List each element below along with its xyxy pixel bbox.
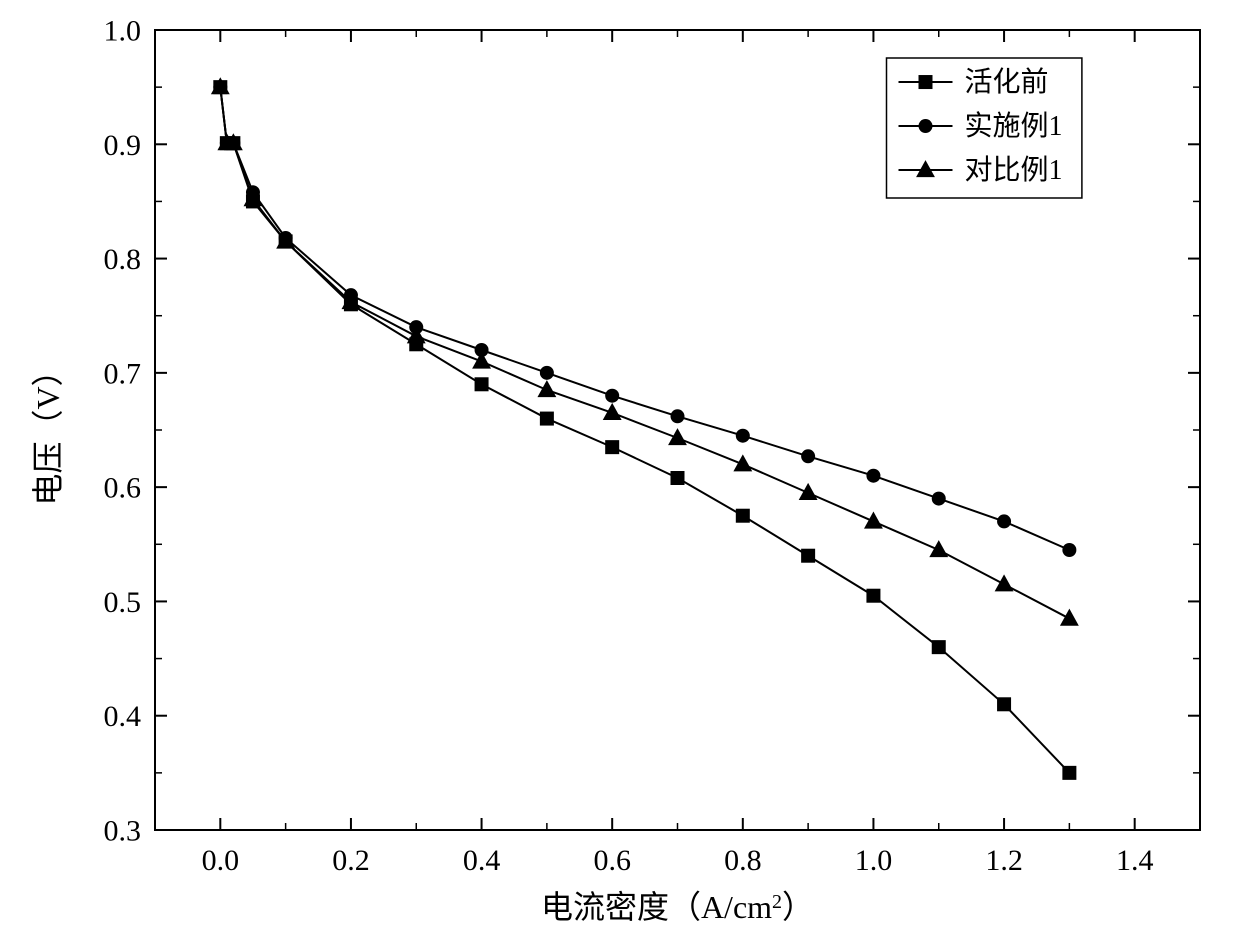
y-tick-label: 0.3 xyxy=(104,815,142,848)
legend-item-label: 对比例1 xyxy=(965,154,1063,186)
polarization-chart: 0.0 0.2 0.4 0.6 0.8 1.0 1.2 1.4 0.3 0.4 0.5 0.6 0.7 0… xyxy=(0,0,1239,947)
x-tick-label: 0.6 xyxy=(593,844,631,877)
y-tick-label: 0.5 xyxy=(104,586,142,619)
y-tick-label: 0.9 xyxy=(104,129,142,162)
y-tick-label: 0.6 xyxy=(104,472,142,505)
x-tick-label: 1.4 xyxy=(1116,844,1154,877)
legend: 活化前实施例1 对比例1 xyxy=(887,58,1082,198)
x-tick-label: 1.0 xyxy=(855,844,893,877)
y-tick-label: 0.8 xyxy=(104,243,142,276)
y-tick-label: 0.7 xyxy=(104,357,142,390)
legend-item-label: 活化前 xyxy=(965,66,1049,98)
y-tick-label: 1.0 xyxy=(104,15,142,48)
x-tick-label: 0.4 xyxy=(463,844,501,877)
x-tick-label: 0.2 xyxy=(332,844,370,877)
x-tick-label: 1.2 xyxy=(985,844,1023,877)
legend-item-label: 实施例1 xyxy=(965,110,1063,142)
chart-container: 0.0 0.2 0.4 0.6 0.8 1.0 1.2 1.4 0.3 0.4 0.5 0.6 0.7 0… xyxy=(0,0,1239,947)
y-axis-label: 电压（V） xyxy=(30,354,66,505)
x-tick-label: 0.8 xyxy=(724,844,762,877)
x-tick-label: 0.0 xyxy=(202,844,240,877)
y-tick-label: 0.4 xyxy=(104,700,142,733)
